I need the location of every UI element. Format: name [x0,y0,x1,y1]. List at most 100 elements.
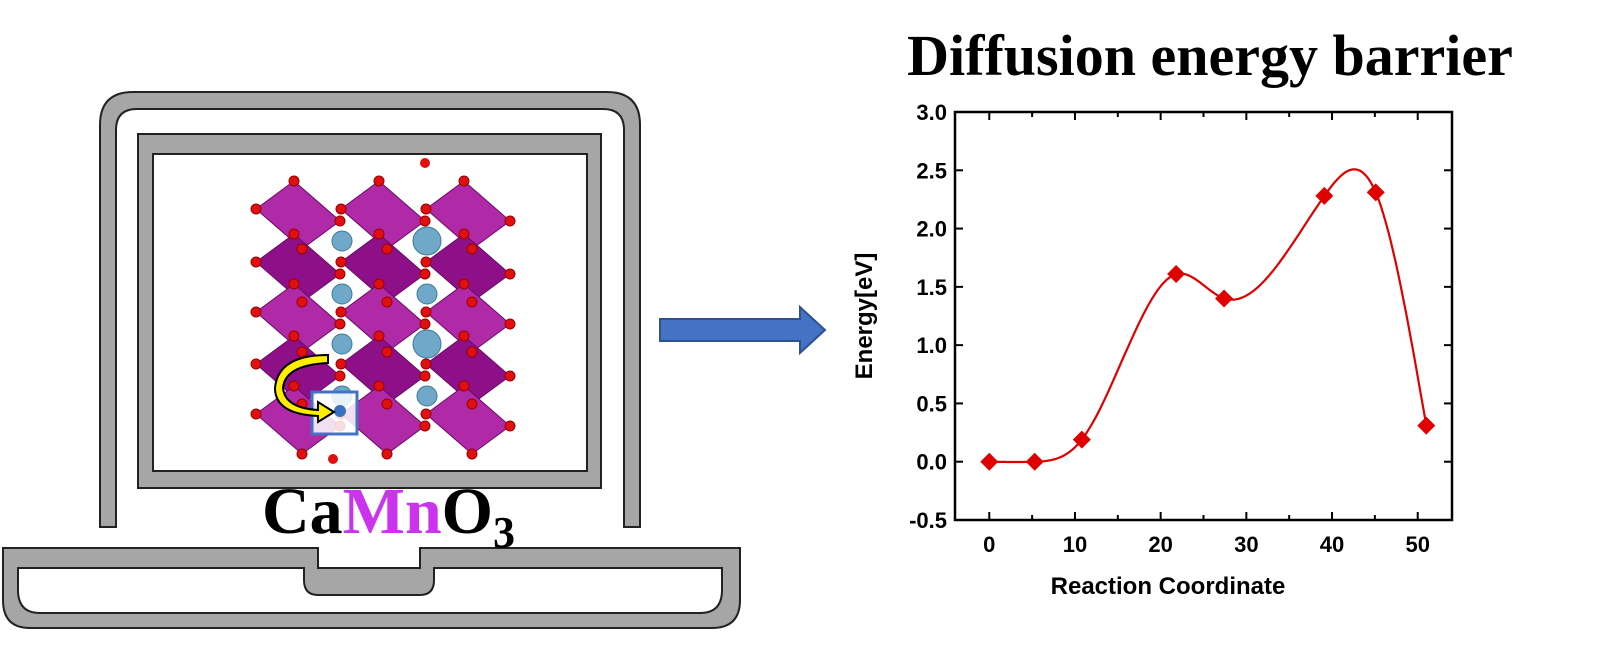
series-markers [980,183,1436,471]
o-atom [466,346,478,358]
o-atom [381,398,393,410]
o-atom [250,408,262,420]
o-atom [458,380,470,392]
x-tick-label: 30 [1234,532,1258,557]
o-atom [328,454,338,464]
formula-o: O [441,475,494,548]
y-tick-label: 1.0 [916,333,947,358]
plot-frame [953,110,1454,522]
x-tick-label: 50 [1405,532,1429,557]
o-atom [504,318,516,330]
o-atom [420,203,432,215]
o-atom [373,228,385,240]
o-atom [335,306,347,318]
o-atom [504,215,516,227]
y-tick-label: 0.5 [916,391,947,416]
o-atom [296,296,308,308]
y-tick-label: 0.0 [916,450,947,475]
o-atom [381,296,393,308]
o-atom [381,346,393,358]
data-point-diamond [1315,186,1334,205]
o-atom [420,358,432,370]
ca-atom [331,230,353,252]
o-atom [334,268,346,280]
o-atom [373,175,385,187]
data-point-diamond [1215,289,1234,308]
data-point-diamond [1366,183,1385,202]
formula-ca: Ca [262,475,343,548]
x-tick-label: 0 [983,532,995,557]
o-atom [334,318,346,330]
o-atom [458,228,470,240]
right-arrow-icon [659,304,827,356]
o-atom [466,243,478,255]
o-atom [250,306,262,318]
o-atom [504,268,516,280]
o-atom [335,358,347,370]
formula-mn: Mn [342,475,442,548]
chart-title: Diffusion energy barrier [907,23,1513,88]
ca-atom [331,283,353,305]
o-atom [250,203,262,215]
o-atom [466,398,478,410]
o-atom [373,330,385,342]
formula-subscript: 3 [493,508,516,557]
o-atom [419,318,431,330]
o-atom [504,370,516,382]
ca-atom [331,333,353,355]
ca-atom [416,283,438,305]
o-atom [419,215,431,227]
y-tick-label: 3.0 [916,100,947,125]
o-atom [373,380,385,392]
y-tick-label: 2.5 [916,158,947,183]
y-tick-label: -0.5 [909,508,947,533]
x-tick-label: 20 [1148,532,1172,557]
series-line [989,168,1428,464]
o-atom [420,306,432,318]
chemical-formula: CaMnO3 [262,474,515,558]
o-atom [419,420,431,432]
o-atom [288,278,300,290]
o-atom [335,256,347,268]
o-atom [381,243,393,255]
o-atom [381,448,393,460]
o-atom [288,380,300,392]
data-point-diamond [1025,452,1044,471]
data-point-diamond [1167,265,1186,284]
data-point-diamond [1417,416,1436,435]
o-atom [504,420,516,432]
o-atom [373,278,385,290]
o-atom [420,158,430,168]
o-atom [288,228,300,240]
migrating-atom [334,405,346,417]
migration-arrow-icon [273,353,336,424]
o-atom [335,203,347,215]
laptop-lid [99,91,641,528]
ca-atom [416,385,438,407]
o-atom [458,278,470,290]
y-tick-label: 2.0 [916,217,947,242]
o-atom [288,330,300,342]
o-atom [250,358,262,370]
y-axis: -0.5 0.0 0.5 1.0 1.5 2.0 2.5 3.0 [909,100,1452,533]
o-atom [334,370,346,382]
x-axis-label: Reaction Coordinate [1051,573,1286,600]
o-atom [296,243,308,255]
o-atom [296,346,308,358]
ca-atom [412,226,442,256]
o-atom [419,268,431,280]
crystal-structure [250,158,516,464]
o-atom [466,448,478,460]
o-atom [420,256,432,268]
x-axis: 0 10 20 30 40 50 [983,112,1430,557]
o-atom [250,256,262,268]
energy-chart: -0.5 0.0 0.5 1.0 1.5 2.0 2.5 3.0 0 10 20 30 40 50 Re… [851,100,1454,600]
laptop-base [2,547,741,629]
o-atom [466,296,478,308]
y-tick-label: 1.5 [916,275,947,300]
o-atom [458,330,470,342]
o-atom [288,175,300,187]
data-point-diamond [980,452,999,471]
x-tick-label: 10 [1063,532,1087,557]
